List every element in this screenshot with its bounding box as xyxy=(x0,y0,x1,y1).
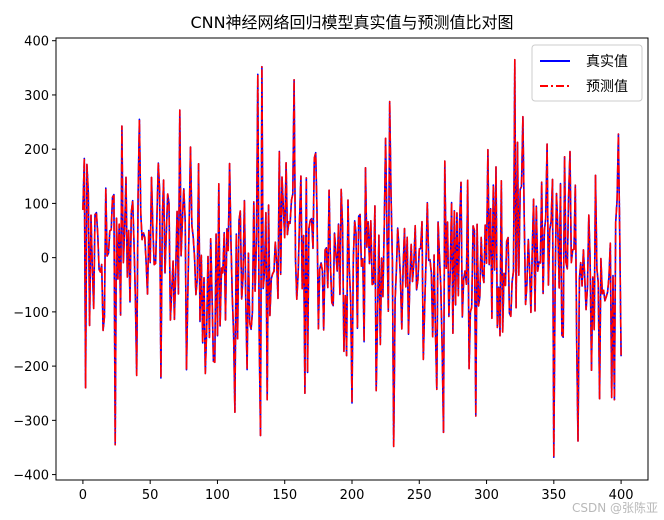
y-tick-label: 300 xyxy=(24,89,49,104)
y-tick-label: −300 xyxy=(13,414,49,429)
watermark: CSDN @张陈亚 xyxy=(572,500,658,515)
y-tick-label: 100 xyxy=(24,197,49,212)
x-tick-label: 300 xyxy=(474,488,499,503)
x-tick-label: 400 xyxy=(609,488,634,503)
plot-lines xyxy=(82,58,622,459)
x-tick-label: 250 xyxy=(407,488,432,503)
chart-title: CNN神经网络回归模型真实值与预测值比对图 xyxy=(190,13,513,32)
legend-label-actual: 真实值 xyxy=(586,54,628,70)
y-tick-label: −100 xyxy=(13,306,49,321)
y-axis: −400 −300 −200 −100 0 100 200 300 400 xyxy=(13,35,56,484)
x-tick-label: 150 xyxy=(272,488,297,503)
x-tick-label: 200 xyxy=(340,488,365,503)
x-tick-label: 100 xyxy=(205,488,230,503)
x-tick-label: 350 xyxy=(541,488,566,503)
x-tick-label: 0 xyxy=(79,488,87,503)
y-tick-label: −200 xyxy=(13,360,49,375)
y-tick-label: 400 xyxy=(24,35,49,50)
y-tick-label: 0 xyxy=(41,252,49,267)
legend-label-predicted: 预测值 xyxy=(586,79,628,95)
x-axis: 0 50 100 150 200 250 300 350 400 xyxy=(79,480,634,503)
y-tick-label: −400 xyxy=(13,469,49,484)
x-tick-label: 50 xyxy=(142,488,159,503)
y-tick-label: 200 xyxy=(24,143,49,158)
series-predicted-line xyxy=(82,58,622,459)
legend: 真实值 预测值 xyxy=(531,44,643,102)
